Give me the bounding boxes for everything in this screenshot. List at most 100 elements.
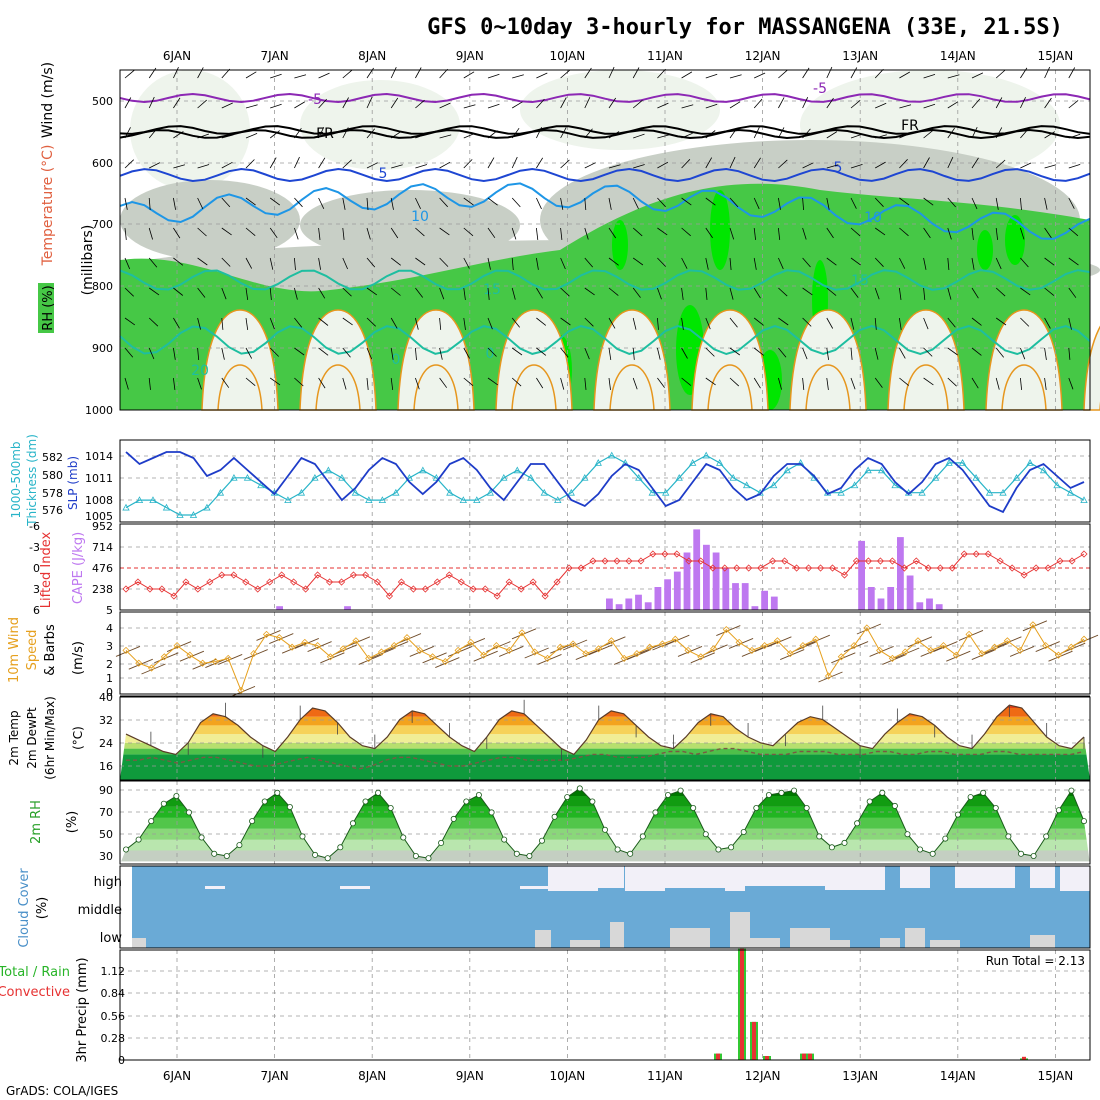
wind-barb (971, 317, 982, 326)
low-cloud (905, 928, 925, 948)
lifted-index-marker (697, 557, 705, 565)
y-tick-label: 1.12 (101, 965, 126, 978)
rh2m-marker (904, 831, 911, 838)
rh-shade (120, 180, 300, 260)
lifted-index-marker (206, 578, 214, 586)
rh2m-marker (362, 798, 369, 805)
wind-barb (705, 103, 718, 109)
wind-barb (705, 227, 713, 239)
low-cloud (790, 928, 830, 948)
label-thickness-1: 1000-500mb (9, 441, 23, 518)
rh2m-marker (501, 836, 508, 843)
wind-barb (923, 227, 931, 239)
thickness-marker (864, 466, 872, 474)
wind-barb (197, 257, 208, 266)
wind-barb (826, 197, 830, 210)
lifted-index-marker (469, 585, 477, 593)
wind-barb (705, 257, 709, 270)
cape-bar (635, 594, 642, 610)
wind-barb (342, 159, 352, 169)
lifted-index-marker (960, 550, 968, 558)
wind10-marker (441, 658, 449, 666)
rh2m-marker (690, 805, 697, 812)
thickness-marker (662, 488, 670, 496)
low-cloud (535, 930, 551, 948)
wind-barb (245, 317, 249, 330)
lifted-index-marker (517, 585, 525, 593)
wind-barb (971, 347, 982, 356)
temp-band (120, 734, 1090, 743)
cape-bar (722, 567, 730, 610)
lifted-index-marker (757, 564, 765, 572)
thickness-marker (702, 451, 710, 459)
wind-barb (947, 127, 955, 139)
rh2m-marker (173, 793, 180, 800)
high-cloud (548, 866, 598, 891)
wind-barb (390, 97, 399, 109)
isotherm-25 (609, 364, 655, 411)
wind-barb (1068, 227, 1079, 237)
label-rh2m: 2m RH (29, 800, 44, 844)
wind10-marker (339, 645, 347, 653)
wind-barb (681, 347, 688, 359)
rh2m-marker (261, 798, 268, 805)
rh2m-marker (286, 804, 293, 811)
lifted-index-marker (1044, 564, 1052, 572)
lifted-index-marker (996, 557, 1004, 565)
wind-barb (463, 287, 466, 300)
precip-conv-bar (740, 948, 744, 1061)
wind-barb (318, 257, 321, 270)
low-cloud (930, 940, 960, 948)
wind-barb (415, 347, 417, 361)
thickness-marker (365, 496, 373, 504)
wind-barb (415, 67, 422, 79)
wind-barb (366, 347, 373, 360)
thickness-marker (135, 496, 144, 504)
y-tick-label: 1 (106, 672, 113, 685)
wind-barb (511, 197, 521, 208)
rh2m-marker (551, 813, 558, 820)
rh-bright-patch (1005, 215, 1025, 265)
wind-barb (536, 347, 547, 356)
cloud-cover-panel: high middle low (78, 865, 1091, 949)
label-temp2m-unit: (°C) (71, 726, 85, 750)
wind-barb (802, 347, 808, 360)
wind-barb (947, 197, 957, 208)
wind-barb (947, 156, 954, 169)
thickness-marker (203, 503, 211, 511)
high-cloud (598, 866, 624, 888)
wind-barb (802, 128, 811, 139)
wind-barb (245, 257, 253, 269)
low-cloud (730, 912, 750, 948)
thickness-marker (378, 496, 387, 504)
lifted-index-marker (254, 585, 262, 593)
y-tick-label: 900 (92, 342, 113, 355)
thickness-marker (743, 481, 751, 489)
rh2m-marker (211, 850, 218, 857)
isotherm-25 (805, 364, 851, 411)
rh2m-frame (119, 780, 1091, 865)
lifted-index-marker (553, 578, 561, 586)
wind10-marker (786, 650, 794, 658)
wind-barb (729, 347, 741, 356)
wind-barb (560, 197, 564, 210)
top-day-label: 9JAN (456, 49, 484, 63)
wind-barb (923, 347, 933, 357)
cloud-frame (119, 865, 1091, 949)
wind-barb (850, 67, 858, 79)
isotherm-label: 5 (834, 160, 843, 176)
rh-bright-patch (710, 190, 730, 270)
wind-barb (923, 103, 936, 109)
wind-barb (536, 257, 539, 270)
wind-barb (318, 377, 326, 389)
rh2m-marker (236, 842, 243, 849)
isotherm-label: 0 (486, 346, 495, 362)
chart-title: GFS 0~10day 3-hourly for MASSANGENA (33E… (427, 15, 1063, 40)
cape-bar (916, 602, 924, 610)
y-tick-label: 6 (33, 604, 40, 617)
wind-barb (294, 317, 303, 328)
rh2m-marker (879, 789, 886, 796)
wind10-marker (1067, 643, 1075, 651)
label-temp2m-3: (6hr Min/Max) (43, 696, 57, 780)
